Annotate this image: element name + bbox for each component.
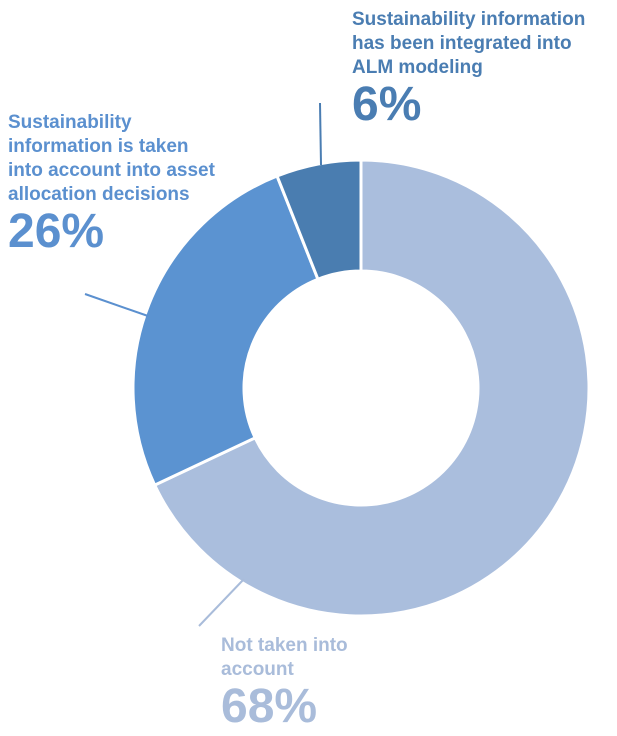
leader-line-asset [84, 293, 149, 317]
slice-label-alm: Sustainability information has been inte… [352, 9, 586, 78]
slice-asset-allocation [131, 174, 320, 488]
leader-line-not-taken [198, 578, 245, 627]
label-asset-allocation: Sustainability information is taken into… [8, 111, 215, 257]
slice-value-alm: 6% [352, 78, 422, 131]
label-not-taken: Not taken into account 68% [221, 634, 348, 732]
label-alm-modeling: Sustainability information has been inte… [352, 8, 585, 130]
slice-label-not-taken: Not taken into account [221, 635, 348, 680]
leader-lines [84, 102, 322, 627]
slice-value-asset-allocation: 26% [8, 205, 105, 258]
slice-alm-modeling [275, 158, 363, 282]
leader-line-alm [319, 102, 322, 166]
donut-slices [131, 158, 591, 618]
slice-not-taken [152, 158, 591, 618]
slice-value-not-taken: 68% [221, 680, 318, 733]
slice-label-asset-allocation: Sustainability information is taken into… [8, 112, 215, 205]
